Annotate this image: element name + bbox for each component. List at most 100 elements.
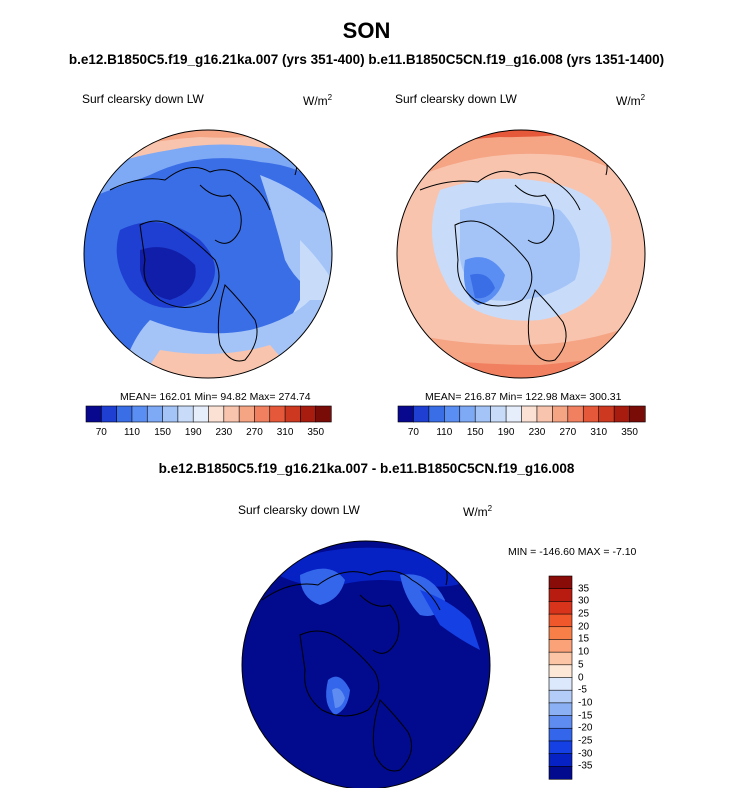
panel1-map <box>84 130 332 378</box>
colorbar-swatch <box>548 715 573 729</box>
colorbar-tick-label: 110 <box>123 427 140 438</box>
panel1-map-border <box>83 129 333 379</box>
colorbar-tick-label: -35 <box>578 760 593 772</box>
colorbar-swatch <box>397 405 415 423</box>
colorbar-tick-label: 110 <box>436 427 453 438</box>
panel3-map-border <box>241 540 491 788</box>
colorbar-swatch <box>459 405 476 423</box>
colorbar-tick-label: -25 <box>578 735 593 747</box>
colorbar-swatch <box>413 405 430 423</box>
colorbar-swatch <box>548 740 573 755</box>
colorbar-tick-label: -15 <box>578 710 593 722</box>
colorbar-swatch <box>208 405 225 423</box>
panel3-colorbar <box>548 575 573 780</box>
colorbar-tick-label: -30 <box>578 748 593 760</box>
panel2-coastlines <box>419 149 608 362</box>
panel1-coastlines <box>109 149 298 362</box>
colorbar-swatch <box>238 405 256 423</box>
panel1-colorbar-ticks: 70 110 150 190 230 270 310 350 <box>86 427 331 441</box>
colorbar-swatch <box>177 405 194 423</box>
colorbar-swatch <box>548 677 573 691</box>
case1-title: b.e12.B1850C5.f19_g16.21ka.007 (yrs 351-… <box>68 52 365 67</box>
colorbar-swatch <box>315 405 332 423</box>
colorbar-tick-label: 30 <box>578 595 590 607</box>
colorbar-tick-label: 310 <box>590 427 608 438</box>
colorbar-tick-label: 230 <box>528 427 546 438</box>
colorbar-swatch <box>116 405 133 423</box>
colorbar-swatch <box>548 626 573 641</box>
panel2-colorbar-ticks: 70 110 150 190 230 270 310 350 <box>398 427 645 441</box>
colorbar-tick-label: 20 <box>578 621 590 633</box>
panel1-units: W/m2 <box>303 93 333 108</box>
panel3-variable-label: Surf clearsky down LW <box>238 503 360 517</box>
colorbar-swatch <box>284 405 301 423</box>
colorbar-tick-label: 270 <box>559 427 577 438</box>
colorbar-tick-label: 25 <box>578 608 590 620</box>
colorbar-tick-label: 0 <box>578 672 584 683</box>
colorbar-tick-label: 310 <box>276 427 294 438</box>
colorbar-swatch <box>548 639 573 653</box>
colorbar-swatch <box>567 405 584 423</box>
colorbar-swatch <box>548 588 573 602</box>
colorbar-tick-label: 230 <box>215 427 233 438</box>
colorbar-swatch <box>505 405 523 423</box>
case-titles: b.e12.B1850C5.f19_g16.21ka.007 (yrs 351-… <box>0 52 733 67</box>
colorbar-swatch <box>629 405 646 423</box>
colorbar-swatch <box>548 689 573 704</box>
panel3-units: W/m2 <box>463 504 493 519</box>
colorbar-swatch <box>444 405 461 423</box>
colorbar-tick-label: 190 <box>184 427 202 438</box>
colorbar-tick-label: 190 <box>497 427 515 438</box>
colorbar-tick-label: 350 <box>307 427 325 438</box>
panel1-stats: MEAN= 162.01 Min= 94.82 Max= 274.74 <box>120 391 311 403</box>
colorbar-swatch <box>548 575 573 590</box>
colorbar-tick-label: 350 <box>621 427 638 438</box>
colorbar-swatch <box>548 727 573 742</box>
colorbar-swatch <box>474 405 492 423</box>
panel3-map <box>242 541 490 788</box>
panel2-units: W/m2 <box>616 93 646 108</box>
colorbar-swatch <box>223 405 240 423</box>
colorbar-tick-label: 70 <box>407 427 419 438</box>
colorbar-swatch <box>146 405 164 423</box>
colorbar-swatch <box>598 405 615 423</box>
colorbar-tick-label: -10 <box>578 697 593 709</box>
colorbar-swatch <box>131 405 148 423</box>
season-title: SON <box>342 18 391 43</box>
colorbar-swatch <box>85 405 102 423</box>
colorbar-swatch <box>552 405 569 423</box>
colorbar-swatch <box>548 753 573 767</box>
colorbar-swatch <box>548 613 573 628</box>
colorbar-swatch <box>521 405 538 423</box>
colorbar-swatch <box>162 405 179 423</box>
colorbar-swatch <box>582 405 600 423</box>
colorbar-swatch <box>101 405 118 423</box>
difference-title: b.e12.B1850C5.f19_g16.21ka.007 - b.e11.B… <box>158 461 575 476</box>
colorbar-tick-label: 270 <box>246 427 263 438</box>
colorbar-swatch <box>254 405 271 423</box>
panel3-coastlines <box>261 559 448 772</box>
colorbar-tick-label: -5 <box>578 684 587 696</box>
panel2-variable-label: Surf clearsky down LW <box>395 92 517 106</box>
colorbar-swatch <box>490 405 507 423</box>
colorbar-tick-label: 70 <box>95 427 107 438</box>
colorbar-tick-label: 15 <box>578 633 590 645</box>
panel2-colorbar <box>397 405 646 423</box>
case2-title: b.e11.B1850C5CN.f19_g16.008 (yrs 1351-14… <box>368 52 665 67</box>
panel3-stats: MIN = -146.60 MAX = -7.10 <box>508 546 637 558</box>
colorbar-swatch <box>548 651 573 666</box>
colorbar-swatch <box>548 702 573 717</box>
colorbar-tick-label: 10 <box>578 646 590 658</box>
panel1-colorbar <box>85 405 332 423</box>
panel1-variable-label: Surf clearsky down LW <box>82 92 204 106</box>
colorbar-swatch <box>613 405 631 423</box>
colorbar-swatch <box>428 405 445 423</box>
panel3-colorbar-ticks: 35 30 25 20 15 10 5 0 -5 -10 -15 -20 -25 -30 -35 <box>578 576 618 779</box>
panel2-stats: MEAN= 216.87 Min= 122.98 Max= 300.31 <box>425 391 622 403</box>
colorbar-swatch <box>548 664 573 679</box>
colorbar-tick-label: 35 <box>578 583 590 595</box>
colorbar-swatch <box>548 601 573 615</box>
colorbar-tick-label: 150 <box>466 427 484 438</box>
panel2-map <box>397 130 645 378</box>
